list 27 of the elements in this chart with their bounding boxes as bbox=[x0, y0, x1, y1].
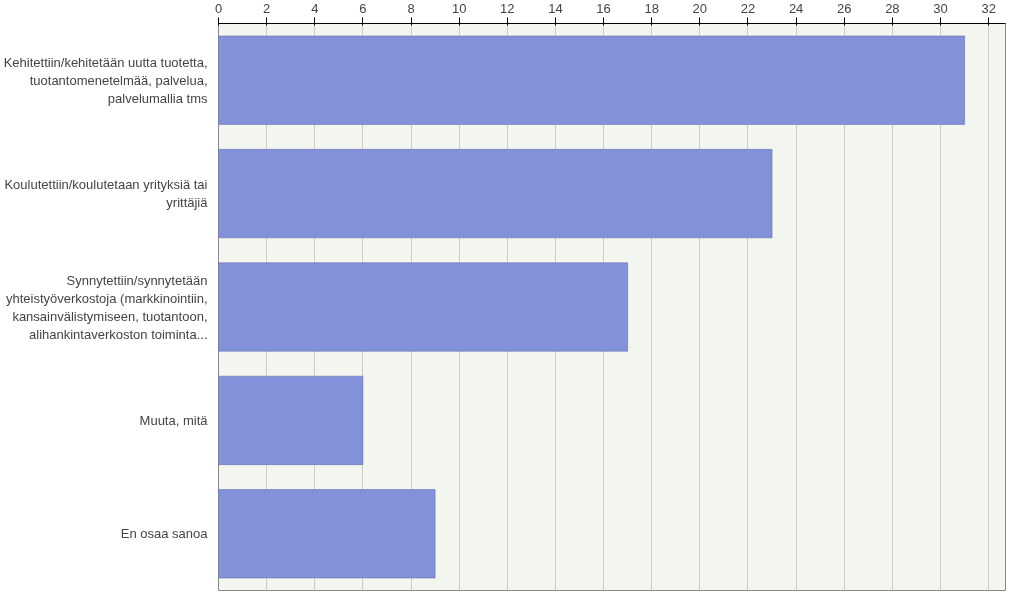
x-tick-label: 24 bbox=[788, 0, 804, 16]
bar bbox=[218, 489, 436, 579]
y-tick-label: Kehitettiin/kehitetään uutta tuotetta, tuotantomenetelmää, palvelua, palvelumallia tms bbox=[3, 54, 208, 106]
x-tick-label: 4 bbox=[311, 0, 319, 16]
x-tick-label: 22 bbox=[740, 0, 756, 16]
x-tick-label: 20 bbox=[692, 0, 708, 16]
x-tick-label: 2 bbox=[263, 0, 271, 16]
x-tick-label: 14 bbox=[548, 0, 563, 16]
bar bbox=[218, 262, 628, 352]
bar bbox=[218, 149, 773, 239]
x-tick-label: 6 bbox=[359, 0, 367, 16]
bar bbox=[218, 35, 965, 125]
bar bbox=[218, 375, 364, 465]
x-tick-label: 0 bbox=[214, 0, 223, 16]
x-tick-label: 28 bbox=[885, 0, 900, 16]
x-tick-label: 16 bbox=[596, 0, 611, 16]
x-tick-label: 10 bbox=[451, 0, 467, 16]
x-tick-label: 26 bbox=[837, 0, 852, 16]
y-tick-label: Koulutettiin/koulutetaan yrityksiä tai yrittäjiä bbox=[4, 177, 209, 211]
x-tick-label: 30 bbox=[933, 0, 948, 16]
x-tick-label: 12 bbox=[500, 0, 515, 16]
x-tick-label: 8 bbox=[407, 0, 415, 16]
x-tick-label: 18 bbox=[644, 0, 659, 16]
x-tick-label: 32 bbox=[981, 0, 996, 16]
y-tick-label: Muuta, mitä bbox=[139, 412, 209, 428]
y-tick-label: Synnytettiin/synnytetään yhteistyöverkostoja (markkinointiin, kansainvälistymiseen, tuotantoon, alihankintaverkoston toiminta... bbox=[5, 272, 208, 342]
y-tick-label: En osaa sanoa bbox=[120, 526, 209, 542]
